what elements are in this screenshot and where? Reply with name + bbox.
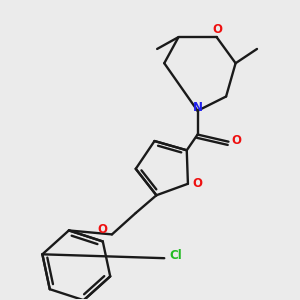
Text: O: O [98, 223, 107, 236]
Text: Cl: Cl [170, 249, 182, 262]
Text: O: O [213, 23, 223, 36]
Text: O: O [192, 177, 203, 190]
Text: O: O [232, 134, 242, 147]
Text: N: N [193, 101, 202, 114]
